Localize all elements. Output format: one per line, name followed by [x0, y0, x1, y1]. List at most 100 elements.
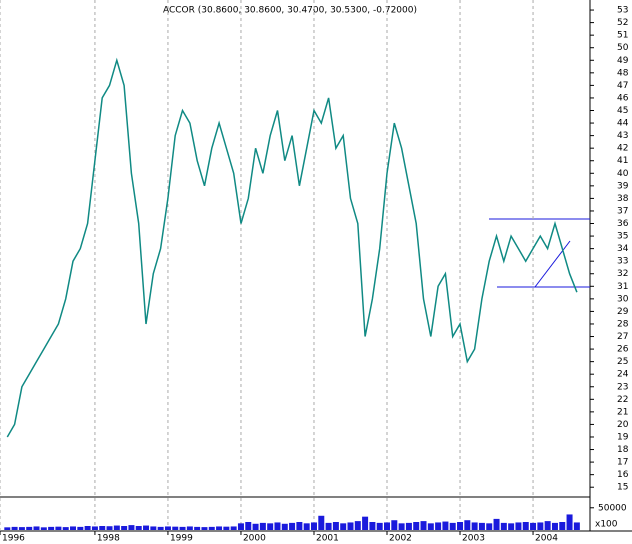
volume-bar	[281, 523, 288, 530]
volume-bar	[551, 522, 558, 530]
volume-bar	[237, 523, 244, 530]
volume-bar	[208, 526, 215, 530]
y-tick-label: 26	[617, 345, 629, 355]
y-tick-label: 21	[617, 407, 628, 417]
volume-bar	[274, 522, 281, 530]
y-tick-label: 46	[617, 93, 629, 103]
y-tick-label: 30	[617, 294, 629, 304]
y-tick-label: 48	[617, 68, 629, 78]
volume-bar	[135, 526, 142, 530]
volume-bar	[376, 522, 383, 530]
x-tick-label: 2001	[316, 534, 339, 544]
volume-bar	[303, 523, 310, 530]
volume-bar	[48, 526, 55, 530]
volume-bar	[318, 515, 325, 530]
volume-bar	[522, 522, 529, 530]
volume-bar	[150, 526, 157, 530]
volume-bar	[347, 522, 354, 530]
volume-bar	[559, 522, 566, 530]
volume-bar	[252, 523, 259, 530]
volume-bar	[420, 521, 427, 530]
y-tick-label: 19	[617, 432, 629, 442]
volume-bar	[493, 518, 500, 530]
chart-title: ACCOR (30.8600, 30.8600, 30.4700, 30.530…	[163, 6, 417, 16]
volume-bar	[55, 526, 62, 530]
volume-bar	[289, 522, 296, 530]
volume-bar	[121, 526, 128, 530]
volume-bar	[157, 526, 164, 530]
volume-bar	[332, 522, 339, 530]
volume-bar	[340, 523, 347, 530]
volume-bar	[230, 526, 237, 530]
x-tick-label: 2000	[243, 534, 266, 544]
volume-bar	[427, 523, 434, 530]
y-tick-label: 38	[617, 194, 629, 204]
volume-bar	[70, 526, 77, 530]
volume-bar	[471, 522, 478, 530]
y-tick-label: 35	[617, 232, 628, 242]
volume-bar	[113, 525, 120, 530]
volume-bar	[486, 523, 493, 530]
volume-bar	[537, 522, 544, 530]
x-tick-label: 2004	[535, 534, 558, 544]
volume-bar	[201, 527, 208, 530]
x-tick-label: 2002	[389, 534, 412, 544]
y-tick-label: 20	[617, 420, 629, 430]
volume-bar	[194, 526, 201, 530]
y-tick-label: 32	[617, 269, 628, 279]
y-tick-label: 42	[617, 144, 628, 154]
volume-bar	[325, 522, 332, 530]
volume-bar	[164, 526, 171, 530]
y-tick-label: 23	[617, 382, 628, 392]
volume-bar	[91, 526, 98, 530]
volume-bar	[405, 522, 412, 530]
volume-bar	[172, 526, 179, 530]
volume-bar	[478, 522, 485, 530]
volume-unit-label: x100	[595, 520, 618, 530]
y-tick-label: 24	[617, 370, 629, 380]
y-tick-label: 18	[617, 445, 629, 455]
x-tick-label: 1998	[97, 534, 120, 544]
y-tick-label: 29	[617, 307, 629, 317]
volume-bar	[296, 522, 303, 530]
volume-bar	[26, 526, 33, 530]
y-tick-label: 51	[617, 31, 628, 41]
volume-bar	[223, 526, 230, 530]
y-tick-label: 22	[617, 395, 628, 405]
y-tick-label: 34	[617, 244, 629, 254]
volume-bar	[259, 522, 266, 530]
volume-bar	[40, 527, 47, 530]
volume-bar	[544, 521, 551, 530]
price-line	[6, 57, 578, 438]
volume-bar	[33, 526, 40, 530]
y-tick-label: 44	[617, 119, 629, 129]
volume-bar	[128, 525, 135, 530]
volume-bar	[369, 522, 376, 530]
volume-bar	[566, 514, 573, 530]
y-tick-label: 33	[617, 257, 628, 267]
y-tick-label: 17	[617, 458, 628, 468]
x-tick-label: 1996	[2, 534, 25, 544]
y-tick-label: 40	[617, 169, 629, 179]
y-tick-label: 27	[617, 332, 628, 342]
y-tick-label: 41	[617, 156, 628, 166]
volume-bar	[530, 522, 537, 530]
y-tick-label: 43	[617, 131, 628, 141]
volume-bar	[143, 525, 150, 530]
x-tick-label: 1999	[170, 534, 193, 544]
y-tick-label: 39	[617, 181, 629, 191]
volume-bar	[508, 523, 515, 530]
y-tick-label: 25	[617, 357, 628, 367]
y-tick-label: 37	[617, 206, 628, 216]
volume-bar	[4, 527, 11, 530]
volume-bar	[354, 521, 361, 530]
volume-bar	[18, 527, 25, 530]
volume-bar	[573, 522, 580, 530]
volume-bar	[515, 522, 522, 530]
volume-bar	[310, 522, 317, 530]
y-tick-label: 47	[617, 81, 628, 91]
y-tick-label: 53	[617, 6, 628, 16]
volume-tick-label: 50000	[598, 503, 627, 513]
